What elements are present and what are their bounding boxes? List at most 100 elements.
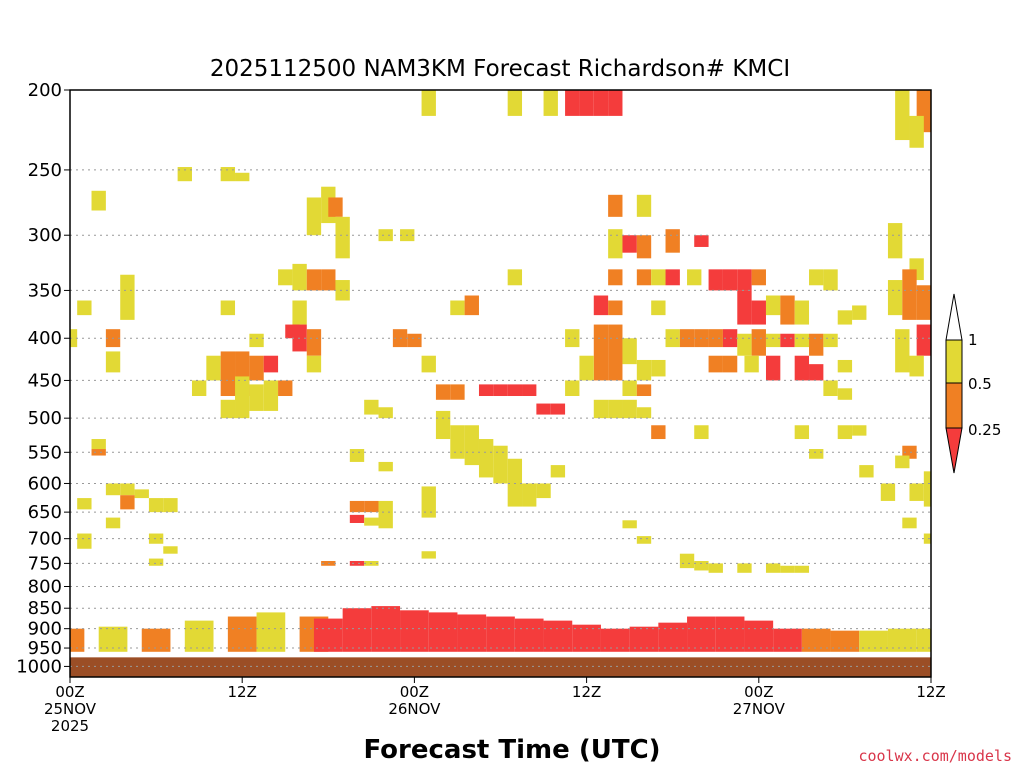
ri-cell [507, 458, 523, 507]
y-tick-label: 900 [28, 619, 62, 640]
y-tick-label: 200 [28, 80, 62, 101]
colorbar-label-1: 1 [968, 331, 978, 349]
ri-cell [306, 355, 322, 373]
ri-cell [536, 403, 551, 415]
ri-cell [622, 399, 637, 419]
ri-cell [220, 300, 236, 316]
ri-cell [464, 425, 479, 466]
ri-cell [694, 425, 709, 440]
ri-cell [809, 333, 824, 356]
ri-cell [378, 500, 393, 529]
colorbar-label-0.25: 0.25 [968, 421, 1001, 439]
ri-cell [636, 194, 652, 217]
ri-cell [120, 274, 135, 320]
ri-cell [421, 90, 436, 116]
ri-cell [923, 471, 931, 507]
ri-cell [263, 380, 279, 411]
ri-cell [636, 384, 652, 397]
ri-cell [809, 269, 824, 286]
ri-band [859, 630, 888, 652]
chart-title: 2025112500 NAM3KM Forecast Richardson# K… [210, 56, 790, 82]
ri-cell [349, 500, 365, 513]
ri-cell [565, 329, 580, 348]
x-tick-label: 00Z [400, 683, 429, 701]
ri-cell [887, 223, 903, 259]
ri-cell [765, 355, 781, 381]
ri-cell [608, 194, 623, 217]
ri-cell [737, 563, 752, 573]
x-tick-label: 26NOV [388, 700, 441, 718]
ri-cell [378, 461, 393, 472]
ri-cell [809, 364, 824, 381]
y-tick-label: 400 [28, 328, 62, 349]
x-tick-label: 25NOV [44, 700, 97, 718]
ri-band [141, 628, 171, 652]
ri-cell [235, 376, 250, 419]
ri-cell [206, 355, 221, 381]
ri-cell [77, 533, 92, 549]
ri-cell [148, 533, 164, 544]
ri-cell [364, 399, 379, 415]
ri-cell [507, 90, 523, 116]
ri-band [916, 628, 931, 652]
ri-cell [694, 560, 709, 571]
ri-cell [823, 269, 838, 291]
ri-cell [852, 425, 867, 436]
ri-cell [565, 380, 580, 397]
ri-cell [651, 425, 666, 440]
ri-cell [708, 269, 723, 291]
plot-frame [69, 89, 932, 678]
ri-cell [220, 351, 236, 397]
ri-cell [105, 351, 121, 373]
ri-cell [536, 483, 551, 499]
y-tick-label: 650 [28, 502, 62, 523]
ri-band [70, 628, 85, 652]
ri-cell [378, 229, 393, 242]
x-axis-label: Forecast Time (UTC) [363, 735, 660, 765]
ri-cell [923, 533, 931, 544]
ri-cell [679, 553, 695, 569]
x-tick-label: 00Z [55, 683, 84, 701]
ri-band [715, 616, 745, 652]
ri-cell [751, 300, 766, 325]
ri-cell [249, 355, 264, 381]
ri-cell [292, 300, 307, 325]
ri-band [256, 612, 286, 652]
ri-cell [708, 329, 723, 348]
ri-cell [435, 410, 451, 440]
y-tick-label: 950 [28, 638, 62, 659]
ri-cell [751, 329, 766, 356]
ri-cell [665, 329, 680, 348]
ri-cell [887, 280, 903, 316]
ri-cell [909, 483, 924, 501]
ri-cell [550, 403, 566, 415]
y-tick-label: 750 [28, 553, 62, 574]
ri-cell [335, 216, 350, 259]
ri-cell [148, 498, 164, 513]
ri-band [830, 630, 860, 652]
ri-cell [880, 483, 896, 501]
ri-cell [91, 449, 106, 456]
y-tick-label: 700 [28, 529, 62, 550]
ri-cell [737, 290, 752, 325]
credit-link[interactable]: coolwx.com/models [858, 747, 1012, 765]
ri-cell [593, 295, 609, 316]
ri-cell [163, 498, 178, 513]
ri-band [600, 628, 630, 652]
ri-band [457, 614, 487, 652]
ri-cell [421, 551, 436, 559]
ri-cell [543, 90, 558, 116]
ri-cell [335, 280, 350, 301]
ri-cell [278, 380, 293, 397]
ri-cell [622, 380, 637, 397]
x-tick-label: 00Z [744, 683, 773, 701]
ri-cell [608, 324, 623, 381]
y-tick-label: 850 [28, 598, 62, 619]
ri-cell [837, 359, 853, 373]
ri-cell [651, 300, 666, 316]
ri-cell [292, 263, 307, 291]
ri-cell [364, 500, 379, 513]
y-tick-label: 800 [28, 576, 62, 597]
colorbar-legend: 1 0.5 0.25 [945, 293, 1001, 474]
